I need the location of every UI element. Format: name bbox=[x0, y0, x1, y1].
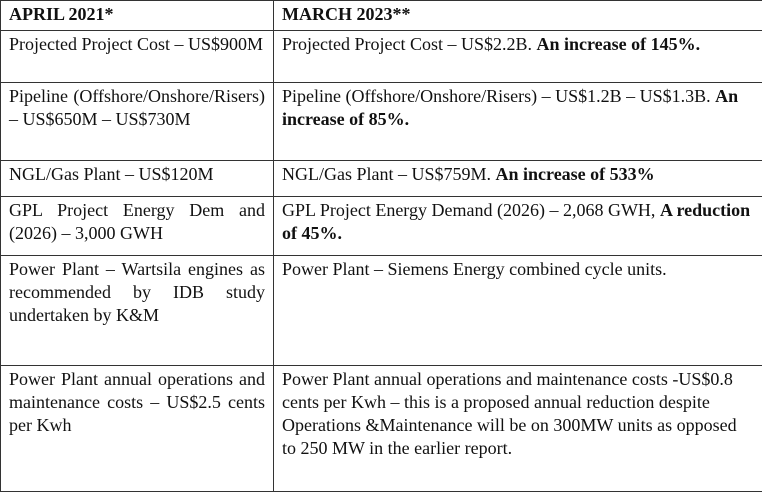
table-row: Power Plant – Wartsila engines as recomm… bbox=[0, 255, 762, 366]
table-cell: Projected Project Cost – US$2.2B. An inc… bbox=[273, 30, 762, 83]
cell-text: Pipeline (Offshore/Onshore/Risers) – US$… bbox=[9, 86, 265, 129]
header-cell: APRIL 2021* bbox=[0, 0, 274, 31]
table-cell: Power Plant annual operations and mainte… bbox=[273, 365, 762, 492]
cell-text: Pipeline (Offshore/Onshore/Risers) – US$… bbox=[282, 86, 711, 106]
table-row: Pipeline (Offshore/Onshore/Risers) – US$… bbox=[0, 82, 762, 161]
cell-emphasis: A reduction of 45%. bbox=[282, 200, 751, 243]
cell-text: GPL Project Energy Demand (2026) – 2,068… bbox=[282, 200, 656, 220]
cell-text: Power Plant – Wartsila engines as recomm… bbox=[9, 259, 265, 325]
cell-text: Power Plant – Siemens Energy combined cy… bbox=[282, 259, 667, 279]
table-cell: Power Plant – Wartsila engines as recomm… bbox=[0, 255, 274, 366]
cell-text: Power Plant annual operations and mainte… bbox=[282, 369, 737, 458]
cell-text: NGL/Gas Plant – US$120M bbox=[9, 164, 214, 184]
header-cell: MARCH 2023** bbox=[273, 0, 762, 31]
cell-text: Projected Project Cost – US$2.2B. bbox=[282, 34, 532, 54]
table-cell: Pipeline (Offshore/Onshore/Risers) – US$… bbox=[273, 82, 762, 161]
table-cell: Power Plant annual operations and mainte… bbox=[0, 365, 274, 492]
table-cell: Projected Project Cost – US$900M bbox=[0, 30, 274, 83]
header-row: APRIL 2021* MARCH 2023** bbox=[0, 0, 762, 31]
cell-text: NGL/Gas Plant – US$759M. bbox=[282, 164, 492, 184]
cell-text: Power Plant annual operations and mainte… bbox=[9, 369, 265, 435]
table-cell: Power Plant – Siemens Energy combined cy… bbox=[273, 255, 762, 366]
table-row: GPL Project Energy Dem and (2026) – 3,00… bbox=[0, 196, 762, 256]
cell-emphasis: An increase of 533% bbox=[495, 164, 655, 184]
cell-emphasis: An increase of 85%. bbox=[282, 86, 739, 129]
cell-emphasis: An increase of 145%. bbox=[536, 34, 701, 54]
table-cell: NGL/Gas Plant – US$759M. An increase of … bbox=[273, 160, 762, 197]
table-row: NGL/Gas Plant – US$120M NGL/Gas Plant – U… bbox=[0, 160, 762, 197]
cell-text: GPL Project Energy Dem and (2026) – 3,00… bbox=[9, 200, 265, 243]
table-cell: GPL Project Energy Dem and (2026) – 3,00… bbox=[0, 196, 274, 256]
table-cell: GPL Project Energy Demand (2026) – 2,068… bbox=[273, 196, 762, 256]
table-row: Power Plant annual operations and mainte… bbox=[0, 365, 762, 492]
table-cell: Pipeline (Offshore/Onshore/Risers) – US$… bbox=[0, 82, 274, 161]
table-row: Projected Project Cost – US$900M Projecte… bbox=[0, 30, 762, 83]
table-cell: NGL/Gas Plant – US$120M bbox=[0, 160, 274, 197]
cell-text: Projected Project Cost – US$900M bbox=[9, 34, 263, 54]
